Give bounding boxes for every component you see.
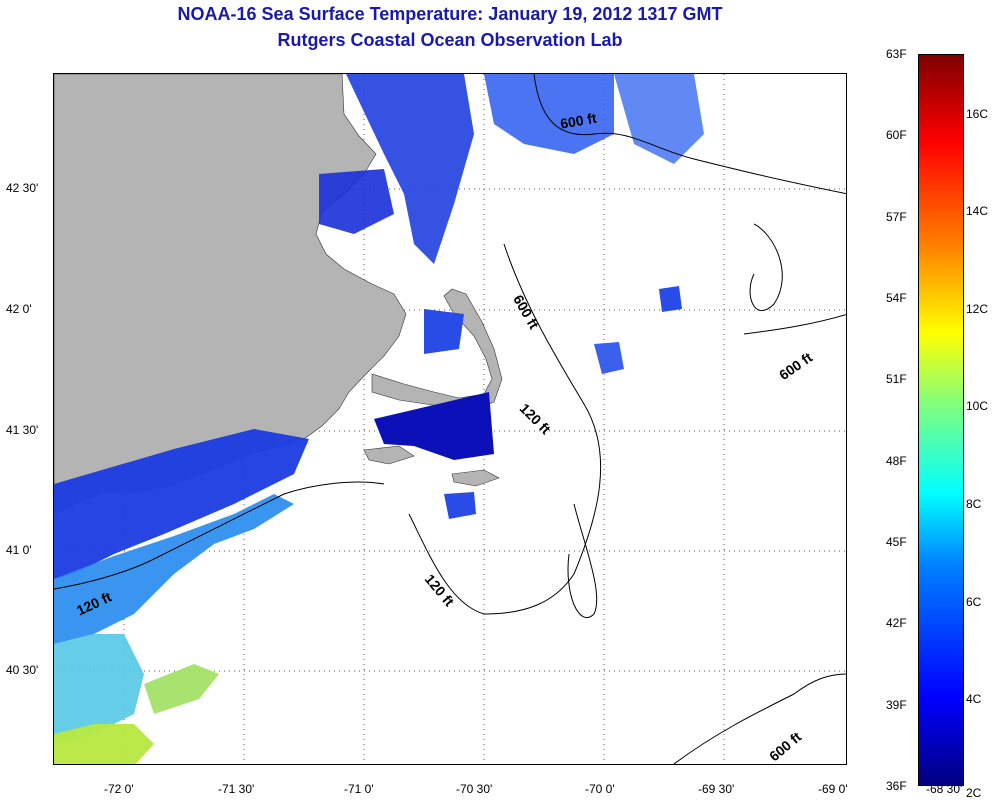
celsius-tick-label: 12C bbox=[966, 301, 989, 316]
celsius-tick-label: 16C bbox=[966, 106, 989, 121]
map-panel[interactable]: 600 ft 600 ft 600 ft 600 ft 120 ft 120 f… bbox=[53, 73, 847, 765]
longitude-label: -71 0' bbox=[344, 782, 374, 796]
fahrenheit-tick-label: 54F bbox=[886, 291, 907, 305]
fahrenheit-tick-label: 63F bbox=[886, 47, 907, 61]
longitude-label: -69 0' bbox=[818, 782, 848, 796]
fahrenheit-tick-label: 39F bbox=[886, 697, 907, 712]
celsius-tick-label: 14C bbox=[966, 204, 989, 219]
island-marthas-vineyard bbox=[363, 445, 415, 465]
fahrenheit-tick-label: 51F bbox=[886, 372, 907, 387]
latitude-label: 42 0' bbox=[6, 302, 32, 316]
latitude-label: 41 30' bbox=[6, 423, 39, 437]
celsius-tick-label: 6C bbox=[966, 594, 982, 609]
island-nantucket bbox=[451, 469, 500, 487]
sst-data bbox=[54, 74, 704, 764]
fahrenheit-tick-label: 45F bbox=[886, 535, 907, 549]
longitude-label: -71 30' bbox=[218, 782, 255, 796]
bathymetry-contours bbox=[54, 74, 846, 764]
longitude-label: -69 30' bbox=[698, 782, 735, 796]
temperature-colorbar bbox=[918, 54, 964, 786]
longitude-label: -70 0' bbox=[585, 782, 615, 796]
celsius-tick-label: 8C bbox=[966, 497, 982, 512]
celsius-tick-label: 10C bbox=[966, 399, 989, 414]
map-canvas bbox=[54, 74, 846, 764]
celsius-tick-label: 4C bbox=[966, 692, 982, 707]
fahrenheit-tick-label: 36F bbox=[886, 779, 907, 793]
longitude-label: -70 30' bbox=[456, 782, 493, 796]
latitude-label: 42 30' bbox=[6, 181, 39, 195]
latitude-label: 41 0' bbox=[6, 543, 32, 557]
fahrenheit-tick-label: 48F bbox=[886, 453, 907, 468]
longitude-label: -72 0' bbox=[104, 782, 134, 796]
celsius-tick-label: 2C bbox=[966, 786, 982, 800]
latitude-label: 40 30' bbox=[6, 663, 39, 677]
fahrenheit-tick-label: 42F bbox=[886, 616, 907, 631]
fahrenheit-tick-label: 60F bbox=[886, 128, 907, 143]
map-subtitle: Rutgers Coastal Ocean Observation Lab bbox=[277, 30, 623, 50]
fahrenheit-tick-label: 57F bbox=[886, 209, 907, 224]
map-title: NOAA-16 Sea Surface Temperature: January… bbox=[177, 4, 723, 24]
